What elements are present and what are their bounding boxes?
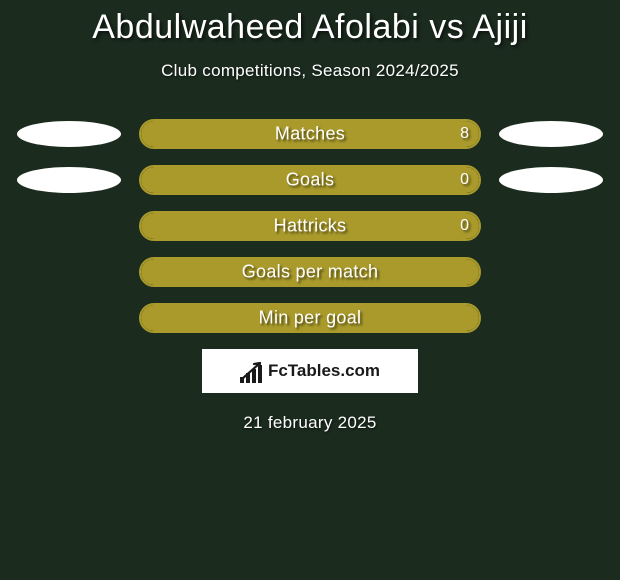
- stat-row: Hattricks 0: [0, 211, 620, 241]
- stat-row: Goals per match: [0, 257, 620, 287]
- stat-bar: Goals per match: [139, 257, 481, 287]
- stat-label: Min per goal: [259, 308, 362, 329]
- stat-bar: Hattricks 0: [139, 211, 481, 241]
- trend-arrow-icon: [240, 359, 262, 381]
- right-ellipse-icon: [499, 121, 603, 147]
- brand-text: FcTables.com: [268, 361, 380, 381]
- stat-bar: Matches 8: [139, 119, 481, 149]
- stat-label: Goals: [286, 170, 335, 191]
- brand-logo-icon: [240, 359, 262, 383]
- stat-bar: Goals 0: [139, 165, 481, 195]
- stat-row: Min per goal: [0, 303, 620, 333]
- stat-label: Goals per match: [242, 262, 379, 283]
- footer-date: 21 february 2025: [0, 413, 620, 433]
- stat-label: Hattricks: [274, 216, 347, 237]
- stat-row: Goals 0: [0, 165, 620, 195]
- left-ellipse-icon: [17, 167, 121, 193]
- stat-row: Matches 8: [0, 119, 620, 149]
- stat-value: 0: [460, 171, 469, 189]
- stat-value: 8: [460, 125, 469, 143]
- brand-badge: FcTables.com: [202, 349, 418, 393]
- stat-bar: Min per goal: [139, 303, 481, 333]
- left-ellipse-icon: [17, 121, 121, 147]
- page-subtitle: Club competitions, Season 2024/2025: [0, 61, 620, 81]
- page-title: Abdulwaheed Afolabi vs Ajiji: [0, 8, 620, 47]
- stat-value: 0: [460, 217, 469, 235]
- right-ellipse-icon: [499, 167, 603, 193]
- stat-label: Matches: [275, 124, 345, 145]
- stats-card: Abdulwaheed Afolabi vs Ajiji Club compet…: [0, 0, 620, 433]
- comparison-chart: Matches 8 Goals 0 Hattricks 0 Goals per match M…: [0, 119, 620, 333]
